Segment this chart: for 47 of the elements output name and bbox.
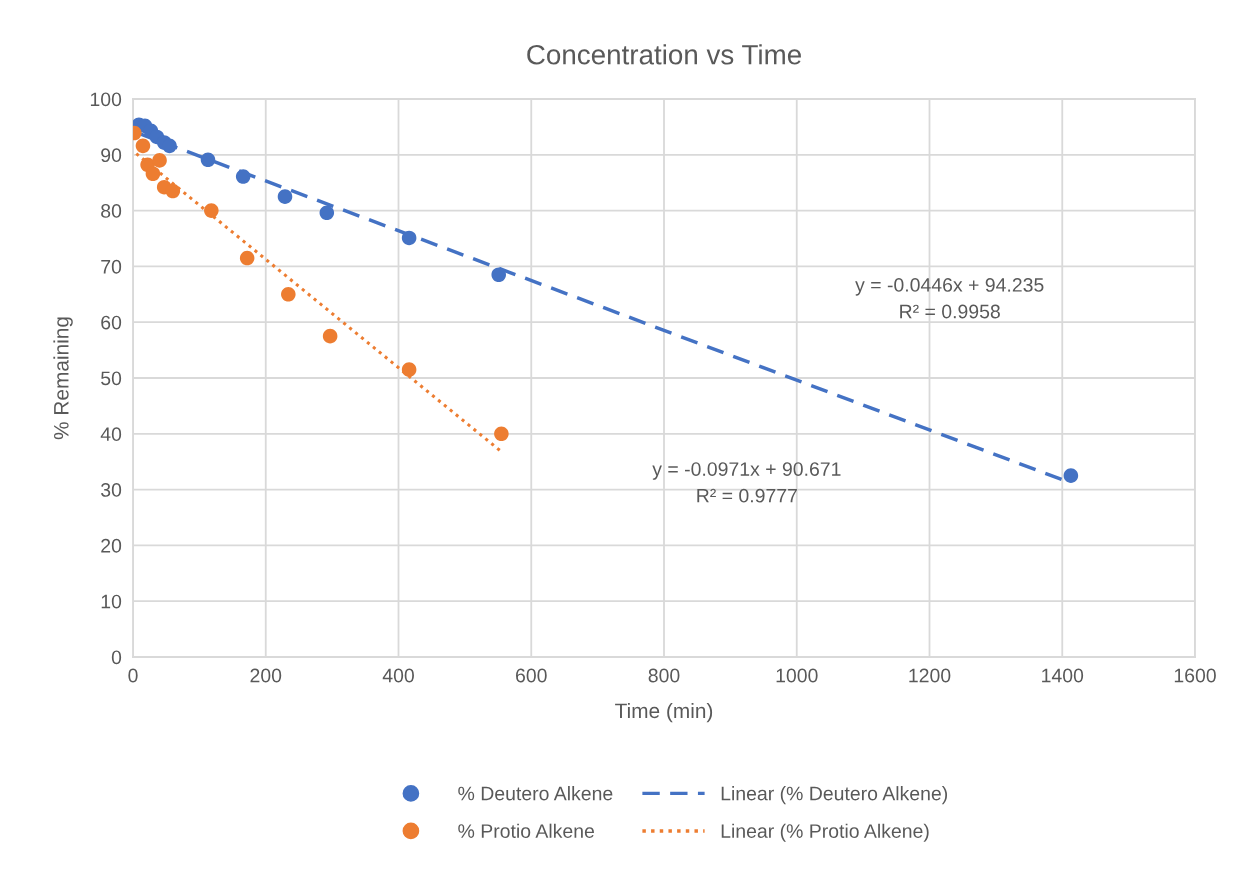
y-tick-label: 60 — [101, 315, 122, 330]
annotation: y = -0.0446x + 94.235 R² = 0.9958 — [855, 278, 1044, 319]
y-tick-label: 20 — [101, 538, 122, 553]
point — [401, 230, 417, 246]
y-tick-label: 80 — [101, 204, 122, 218]
point — [145, 166, 161, 182]
legend-label: % Protio Alkene — [458, 823, 594, 838]
legend-label: Linear (% Deutero Alkene) — [721, 786, 948, 805]
point — [322, 328, 338, 344]
point — [152, 153, 167, 168]
x-tick-label: 1200 — [909, 668, 951, 683]
x-tick-label: 400 — [382, 668, 414, 683]
y-tick-label: 0 — [111, 650, 122, 665]
point — [277, 189, 293, 204]
point — [401, 362, 417, 377]
x-tick-label: 600 — [516, 668, 547, 683]
point — [235, 169, 251, 184]
x-tick-label: 800 — [648, 668, 680, 683]
y-tick-label: 70 — [101, 259, 122, 274]
y-tick-label: 40 — [100, 427, 122, 442]
point — [162, 138, 177, 154]
x-tick-label: 1000 — [776, 668, 818, 683]
y-tick-label: 10 — [101, 594, 122, 609]
point — [494, 426, 509, 442]
x-axis-title: Time (min) — [615, 702, 713, 723]
x-tick-label: 200 — [250, 668, 282, 683]
y-tick-label: 50 — [101, 371, 122, 386]
point — [491, 267, 507, 283]
y-axis-title: % Remaining — [53, 317, 73, 440]
point — [204, 203, 219, 218]
point — [135, 138, 151, 154]
point — [1063, 468, 1079, 483]
y-tick-label: 100 — [90, 92, 122, 107]
x-tick-label: 1600 — [1174, 668, 1216, 683]
point — [281, 287, 296, 302]
y-tick-label: 30 — [101, 483, 122, 497]
chart-title: Concentration vs Time — [527, 44, 801, 65]
point — [239, 250, 255, 266]
legend-label: Linear (% Protio Alkene) — [721, 823, 929, 842]
annotation: y = -0.0971x + 90.671 R² = 0.9777 — [652, 462, 841, 503]
legend-label: % Deutero Alkene — [458, 786, 613, 801]
y-tick-label: 90 — [101, 148, 122, 163]
x-tick-label: 1400 — [1042, 668, 1084, 683]
x-tick-label: 0 — [128, 668, 138, 683]
point — [319, 205, 335, 221]
point — [165, 183, 181, 199]
point — [200, 152, 216, 168]
